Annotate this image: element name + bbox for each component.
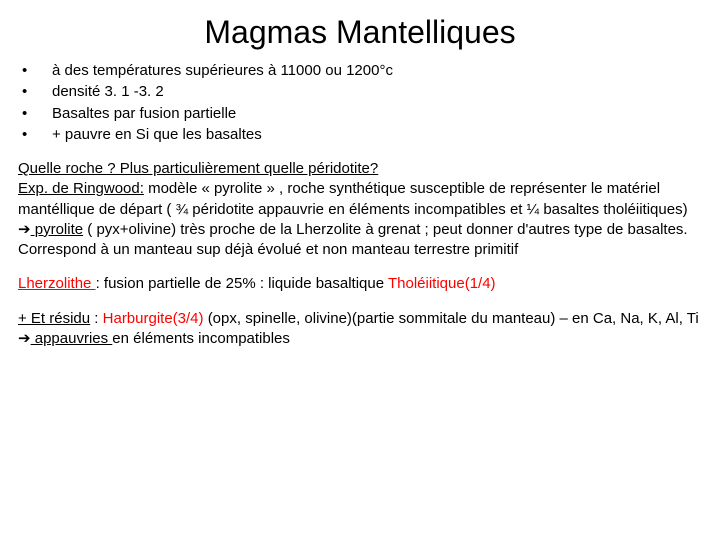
para3-text-f: en éléments incompatibles (112, 330, 290, 347)
para1-ringwood: Exp. de Ringwood: (18, 180, 144, 197)
paragraph-1: Quelle roche ? Plus particulièrement que… (18, 159, 702, 260)
para2-text-b: : fusion partielle de 25% : liquide basa… (96, 275, 388, 292)
para2-tholeiitique: Tholéiitique(1/4) (388, 275, 496, 292)
para2-lherzolithe: Lherzolithe (18, 275, 96, 292)
list-item: • + pauvre en Si que les basaltes (18, 125, 702, 145)
bullet-icon: • (18, 82, 52, 102)
bullet-icon: • (18, 104, 52, 124)
para3-text-d: (opx, spinelle, olivine)(partie sommital… (208, 310, 699, 327)
list-item: • Basaltes par fusion partielle (18, 104, 702, 124)
slide-container: Magmas Mantelliques • à des températures… (0, 0, 720, 373)
list-item: • densité 3. 1 -3. 2 (18, 82, 702, 102)
para3-text-b: : (90, 310, 103, 327)
para1-line1: Quelle roche ? Plus particulièrement que… (18, 160, 378, 177)
bullet-text: à des températures supérieures à 11000 o… (52, 61, 393, 81)
bullet-list: • à des températures supérieures à 11000… (18, 61, 702, 145)
para1-text-e: ( pyx+olivine) très proche de la Lherzol… (18, 221, 688, 258)
bullet-icon: • (18, 125, 52, 145)
arrow-icon: ➔ (18, 330, 31, 347)
list-item: • à des températures supérieures à 11000… (18, 61, 702, 81)
para1-pyrolite: pyrolite (31, 221, 84, 238)
slide-title: Magmas Mantelliques (18, 14, 702, 51)
bullet-text: + pauvre en Si que les basaltes (52, 125, 262, 145)
para3-harburgite: Harburgite(3/4) (103, 310, 208, 327)
paragraph-3: + Et résidu : Harburgite(3/4) (opx, spin… (18, 309, 702, 350)
para3-residu: + Et résidu (18, 310, 90, 327)
bullet-text: Basaltes par fusion partielle (52, 104, 236, 124)
bullet-text: densité 3. 1 -3. 2 (52, 82, 164, 102)
paragraph-2: Lherzolithe : fusion partielle de 25% : … (18, 274, 702, 294)
arrow-icon: ➔ (18, 221, 31, 238)
bullet-icon: • (18, 61, 52, 81)
para3-appauvries: appauvries (31, 330, 113, 347)
